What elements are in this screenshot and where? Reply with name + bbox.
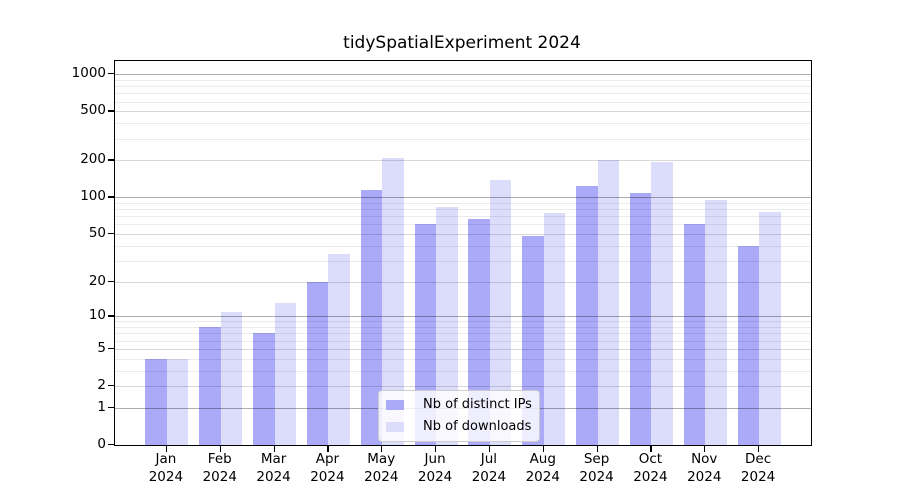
y-tick-label: 2	[97, 377, 106, 394]
x-tick-mark	[650, 445, 652, 452]
legend-item: Nb of distinct IPs	[386, 396, 532, 414]
bar-distinct-ips	[576, 186, 598, 445]
x-tick-label: Sep 2024	[579, 451, 614, 485]
y-tick-mark	[108, 73, 114, 75]
plot-area: Nb of distinct IPs Nb of downloads	[114, 60, 812, 446]
bar-distinct-ips	[414, 224, 437, 445]
x-tick-label: Jan 2024	[148, 451, 184, 485]
x-tick-label: Jul 2024	[471, 451, 507, 485]
y-tick-label: 200	[80, 151, 106, 168]
x-tick-label: Jun 2024	[417, 451, 453, 485]
gridline-minor	[115, 138, 811, 140]
bar-distinct-ips	[199, 327, 221, 445]
legend-box: Nb of distinct IPs Nb of downloads	[378, 390, 540, 442]
x-tick-mark	[542, 445, 544, 452]
bar-distinct-ips	[629, 193, 652, 445]
y-tick-mark	[108, 347, 114, 350]
y-tick-label: 1	[97, 398, 106, 415]
y-tick-label: 20	[88, 272, 106, 289]
y-tick-mark	[108, 110, 114, 112]
gridline-minor	[115, 79, 811, 81]
y-tick-label: 10	[88, 307, 106, 324]
chart-title: tidySpatialExperiment 2024	[343, 33, 581, 53]
y-tick-mark	[108, 280, 114, 282]
y-tick-mark	[108, 315, 114, 317]
bar-downloads	[651, 161, 673, 445]
gridline	[115, 197, 811, 199]
y-tick-mark	[108, 444, 114, 446]
bar-downloads	[543, 212, 566, 445]
y-tick-label: 50	[88, 225, 106, 242]
x-tick-label: Dec 2024	[740, 451, 776, 485]
bar-downloads	[274, 303, 297, 445]
x-tick-mark	[488, 445, 491, 452]
gridline-minor	[115, 123, 811, 125]
gridline-minor	[115, 93, 811, 95]
legend-item: Nb of downloads	[386, 418, 532, 436]
y-tick-label: 5	[97, 339, 106, 356]
y-tick-mark	[108, 233, 114, 235]
bar-distinct-ips	[737, 245, 760, 445]
legend-label: Nb of distinct IPs	[423, 397, 532, 412]
gridline	[115, 111, 811, 113]
y-tick-mark	[108, 385, 114, 387]
x-tick-mark	[219, 445, 221, 452]
x-tick-mark	[273, 445, 275, 452]
bar-distinct-ips	[253, 333, 275, 445]
y-tick-mark	[108, 196, 114, 198]
x-tick-label: Nov 2024	[687, 451, 722, 485]
legend-swatch-distinct-ips	[386, 399, 404, 411]
bar-distinct-ips	[360, 189, 383, 445]
bar-downloads	[705, 199, 727, 445]
gridline-minor	[115, 86, 811, 88]
x-tick-mark	[165, 445, 168, 452]
bar-distinct-ips	[683, 223, 706, 445]
bar-downloads	[436, 206, 458, 445]
x-tick-label: Apr 2024	[310, 451, 345, 485]
x-tick-mark	[596, 445, 598, 452]
y-tick-label: 100	[80, 188, 106, 205]
y-tick-label: 0	[97, 436, 106, 452]
x-tick-label: May 2024	[364, 451, 399, 485]
y-tick-mark	[108, 406, 114, 408]
x-tick-mark	[435, 445, 437, 452]
bar-distinct-ips	[145, 358, 167, 445]
y-tick-mark	[108, 159, 114, 161]
x-tick-label: Oct 2024	[633, 451, 668, 485]
y-tick-label: 1000	[71, 65, 106, 82]
gridline	[115, 160, 811, 162]
y-tick-label: 500	[80, 102, 106, 119]
bar-downloads	[489, 179, 512, 445]
bar-downloads	[759, 211, 781, 445]
x-tick-label: Aug 2024	[525, 451, 560, 485]
bar-distinct-ips	[468, 218, 490, 445]
legend-swatch-downloads	[386, 421, 404, 433]
legend-label: Nb of downloads	[423, 419, 532, 434]
x-tick-mark	[381, 445, 383, 452]
x-tick-label: Mar 2024	[256, 451, 291, 485]
bar-downloads	[220, 311, 243, 445]
x-tick-mark	[327, 445, 329, 452]
gridline	[115, 74, 811, 76]
bar-downloads	[597, 160, 620, 445]
bar-distinct-ips	[306, 281, 329, 445]
x-tick-mark	[758, 445, 760, 452]
bar-downloads	[382, 157, 404, 445]
x-tick-label: Feb 2024	[202, 451, 237, 485]
bar-downloads	[328, 254, 350, 445]
bar-downloads	[166, 358, 189, 445]
x-tick-mark	[704, 445, 706, 452]
gridline-minor	[115, 101, 811, 103]
